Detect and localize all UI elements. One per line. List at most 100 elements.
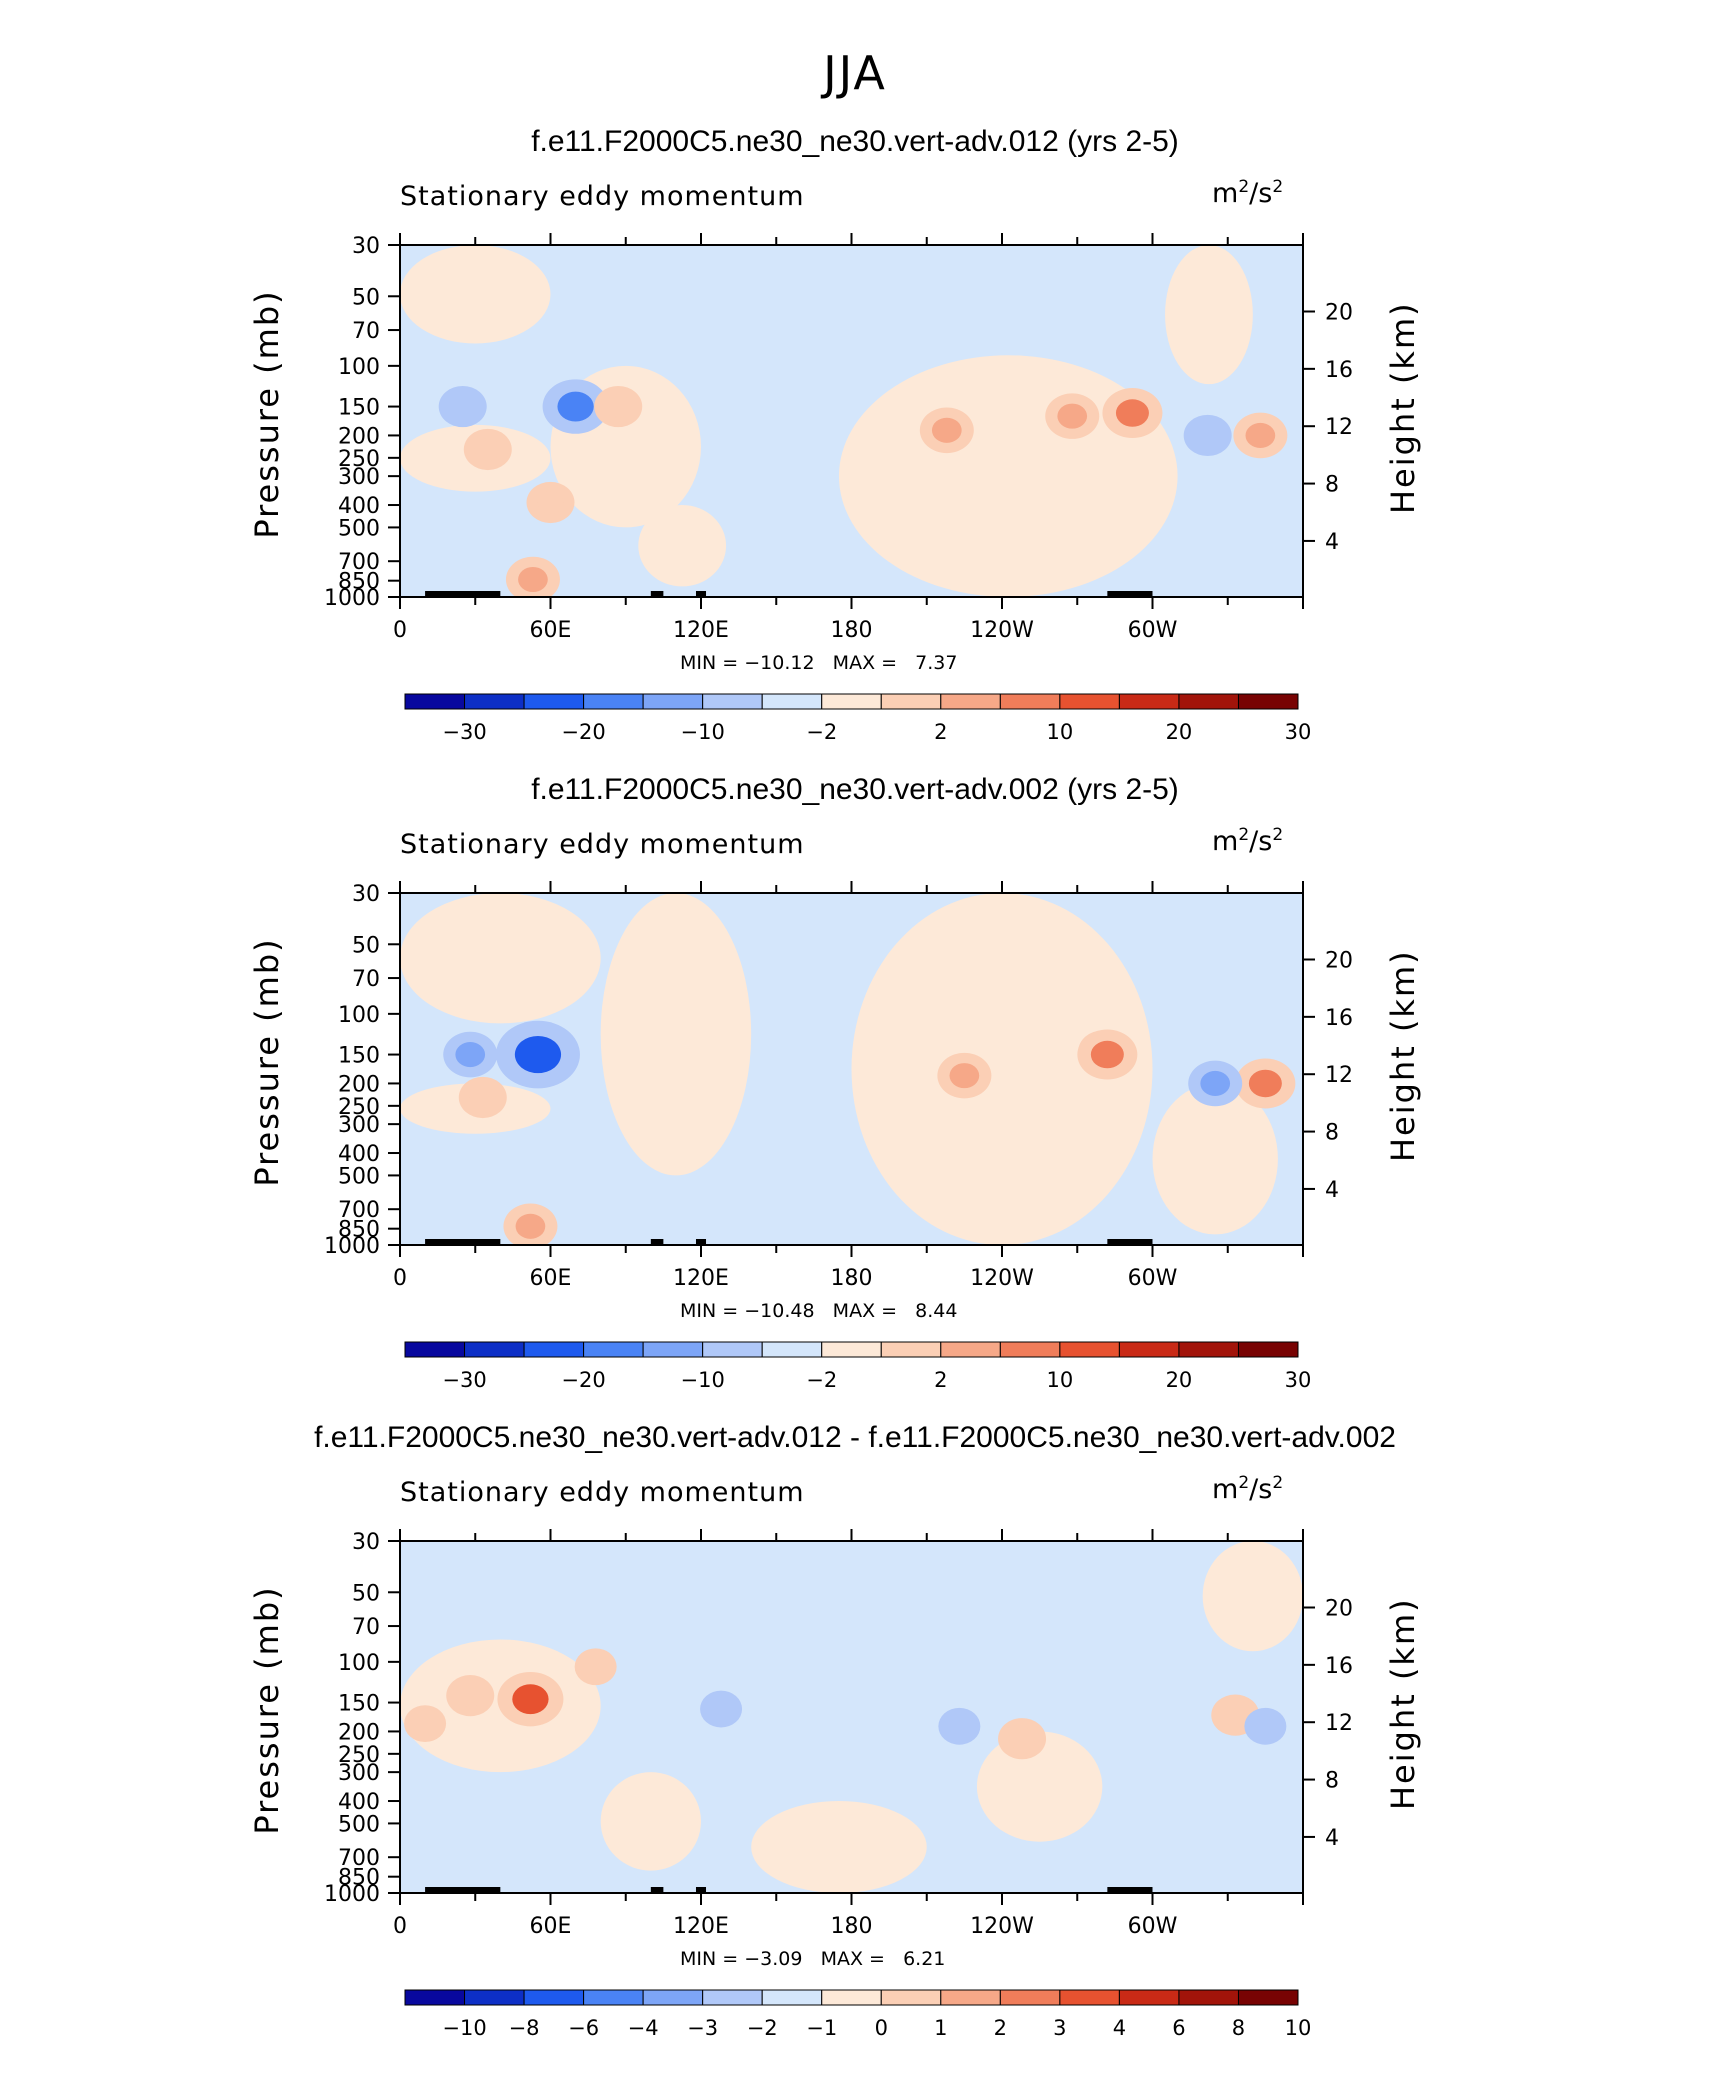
colorbar-swatch [1118,1989,1180,2006]
colorbar-swatch [1237,693,1299,710]
x-tick-label: 120W [970,1914,1034,1939]
y-tick-label: 70 [352,319,380,344]
contour-feature [700,1690,743,1728]
contour-plot: 3050701001502002503004005007008501000481… [324,881,1353,1392]
colorbar-swatch [1178,693,1239,710]
colorbar-swatch [464,693,525,710]
units-string: m2/s2 [1212,177,1284,209]
min-max-readout: MIN = −3.09 MAX = 6.21 [680,1948,946,1970]
y-tick-label: 850 [338,1866,380,1891]
y-tick-label: 30 [352,882,380,907]
y-tick-label: 850 [338,570,380,595]
y2-tick-label: 8 [1325,473,1339,498]
y-tick-label: 50 [352,1581,380,1606]
x-tick-label: 180 [831,1266,873,1291]
colorbar-label: 2 [934,1368,947,1392]
colorbar-swatch [464,1341,525,1358]
y2-tick-label: 4 [1325,1178,1339,1203]
colorbar-label: −2 [806,720,837,744]
positive-region [1152,1083,1278,1235]
y-tick-label: 150 [338,396,380,421]
units-string: m2/s2 [1212,1473,1284,1505]
colorbar-swatch [642,1989,704,2006]
colorbar-label: 0 [875,2016,888,2040]
panel-title: f.e11.F2000C5.ne30_ne30.vert-adv.002 (yr… [531,773,1179,806]
y-tick-label: 250 [338,447,380,472]
y-tick-label: 500 [338,1812,380,1837]
y2-tick-label: 20 [1325,1596,1353,1621]
colorbar-swatch [1059,1989,1120,2006]
colorbar-label: −20 [561,1368,605,1392]
y2-tick-label: 16 [1325,358,1353,383]
topography [425,1887,476,1893]
panel-title: f.e11.F2000C5.ne30_ne30.vert-adv.012 - f… [314,1421,1396,1454]
contour-feature-core [1194,424,1221,447]
y-tick-label: 700 [338,1846,380,1871]
contour-feature [404,1705,447,1743]
y2-tick-label: 20 [1325,300,1353,325]
topography [650,591,664,597]
colorbar-swatch [821,693,882,710]
colorbar-label: 30 [1285,1368,1312,1392]
colorbar-swatch [761,1989,823,2006]
colorbar-label: 30 [1285,720,1312,744]
x-tick-label: 120E [673,618,729,643]
colorbar-label: 20 [1166,1368,1193,1392]
left-string: Stationary eddy momentum [400,181,805,212]
y-tick-label: 70 [352,967,380,992]
contour-plot: 3050701001502002503004005007008501000481… [324,233,1353,744]
x-tick-label: 180 [831,1914,873,1939]
topography [1107,591,1153,597]
y-tick-label: 250 [338,1095,380,1120]
colorbar-label: −2 [806,1368,837,1392]
colorbar-swatch [702,1989,763,2006]
colorbar-label: 10 [1285,2016,1312,2040]
positive-region [751,1801,927,1893]
contour-feature-core [512,1684,549,1715]
contour-feature-core [455,1042,486,1068]
colorbar-swatch [880,693,942,710]
y-tick-label: 150 [338,1044,380,1069]
colorbar-label: 10 [1046,1368,1073,1392]
y-tick-label: 1000 [324,1234,380,1259]
contour-feature-core [457,1684,484,1707]
colorbar-label: 2 [934,720,947,744]
colorbar-swatch [999,1989,1061,2006]
colorbar-swatch [940,1989,1001,2006]
x-tick-label: 60W [1128,1914,1178,1939]
x-tick-label: 60E [530,1914,572,1939]
contour-feature-core [469,1086,496,1109]
contour-feature [938,1707,981,1745]
colorbar-label: −10 [442,2016,486,2040]
topography [1107,1239,1153,1245]
topography [695,1239,707,1245]
topography [650,1887,664,1893]
contour-feature [1244,1707,1287,1745]
colorbar-swatch [880,1989,942,2006]
colorbar-swatch [702,693,763,710]
colorbar-label: 8 [1232,2016,1245,2040]
contour-feature-core [1245,422,1276,448]
colorbar-swatch [761,1341,823,1358]
contour-feature-core [1057,403,1088,429]
y2-tick-label: 16 [1325,1006,1353,1031]
x-tick-label: 0 [393,1914,407,1939]
colorbar-swatch [880,1341,942,1358]
y-tick-label: 150 [338,1692,380,1717]
x-tick-label: 120E [673,1914,729,1939]
colorbar-swatch [642,1341,704,1358]
colorbar-swatch [761,693,823,710]
colorbar-swatch [940,1341,1001,1358]
colorbar-swatch [404,1341,466,1358]
left-string: Stationary eddy momentum [400,829,805,860]
colorbar-label: −30 [442,720,486,744]
y-tick-label: 250 [338,1743,380,1768]
contour-feature-core [1115,399,1149,427]
x-tick-label: 60W [1128,1266,1178,1291]
colorbar-swatch [583,1341,644,1358]
positive-region [1202,1541,1303,1652]
topography [425,591,476,597]
topography [695,1887,707,1893]
colorbar-label: 6 [1172,2016,1185,2040]
colorbar-swatch [1059,693,1120,710]
